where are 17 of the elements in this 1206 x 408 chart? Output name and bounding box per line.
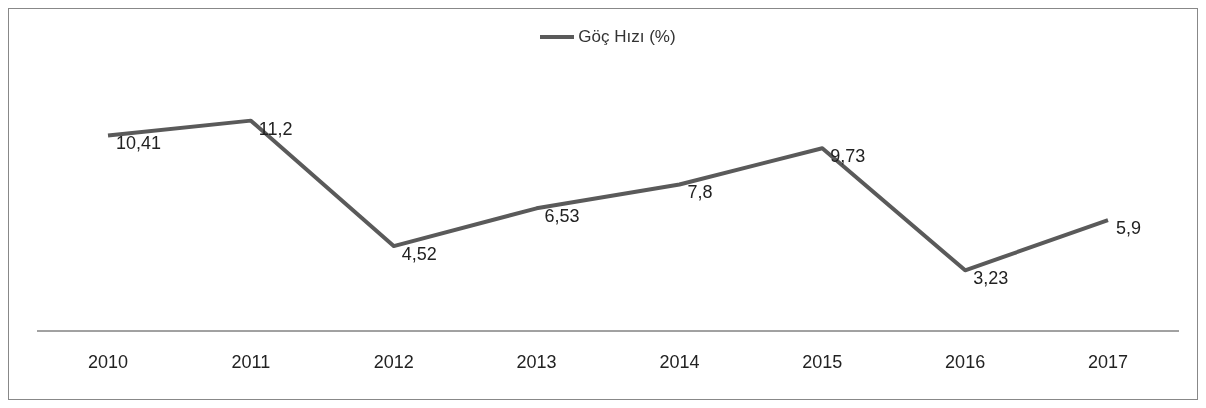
x-tick-label: 2016	[945, 351, 986, 372]
data-label: 10,41	[116, 133, 162, 154]
x-tick-label: 2017	[1087, 351, 1129, 372]
x-tick-label: 2013	[516, 351, 557, 372]
data-label: 9,73	[830, 146, 866, 167]
data-label: 7,8	[687, 182, 713, 203]
data-label: 5,9	[1116, 218, 1142, 239]
data-label: 4,52	[401, 244, 437, 265]
x-tick-label: 2011	[231, 351, 271, 372]
x-tick-label: 2014	[659, 351, 700, 372]
x-tick-label: 2010	[87, 351, 129, 372]
legend-label: Göç Hızı (%)	[578, 27, 676, 47]
x-tick-label: 2012	[373, 351, 414, 372]
data-label: 3,23	[973, 268, 1009, 289]
x-tick-label: 2015	[802, 351, 843, 372]
data-label: 11,2	[258, 118, 293, 139]
data-label: 6,53	[544, 206, 580, 227]
